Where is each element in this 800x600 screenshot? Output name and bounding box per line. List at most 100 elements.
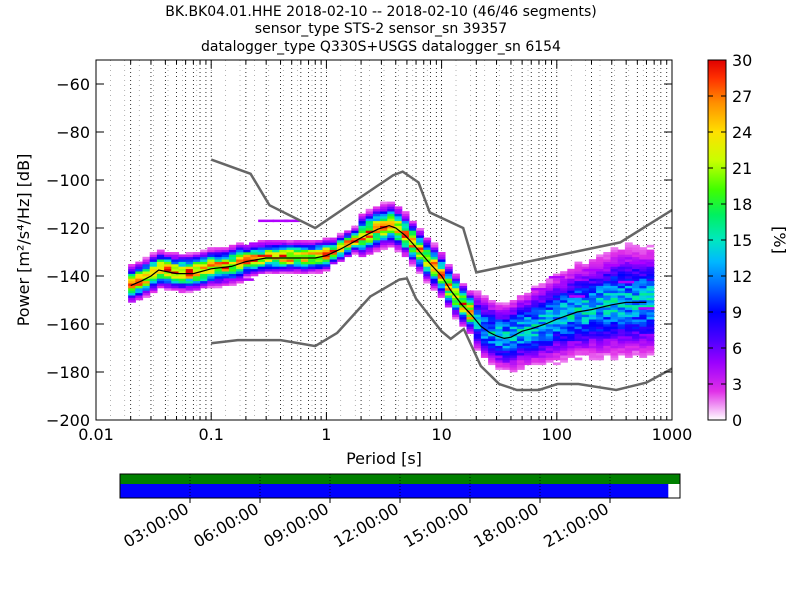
heatmap-cell	[617, 271, 626, 274]
heatmap-cell	[315, 244, 324, 248]
heatmap-cell	[365, 252, 374, 255]
heatmap-cell	[545, 326, 554, 330]
heatmap-cell	[416, 235, 424, 238]
heatmap-cell	[300, 240, 309, 243]
heatmap-cell	[185, 264, 194, 267]
heatmap-cell	[272, 271, 280, 274]
heatmap-cell	[574, 312, 583, 315]
heatmap-cell	[250, 244, 259, 248]
heatmap-cell	[596, 254, 604, 258]
heatmap-cell	[545, 336, 554, 339]
heatmap-cell	[567, 273, 576, 277]
heatmap-cell	[495, 345, 504, 349]
heatmap-cell	[639, 352, 648, 356]
heatmap-cell	[588, 352, 597, 356]
heatmap-cell	[552, 340, 561, 344]
heatmap-cell	[596, 348, 604, 351]
heatmap-cell	[394, 225, 403, 229]
heatmap-cell	[574, 261, 583, 265]
heatmap-cell	[214, 259, 223, 262]
heatmap-cell	[617, 312, 626, 315]
heatmap-cell	[466, 326, 475, 330]
heatmap-cell	[488, 336, 496, 339]
heatmap-cell	[300, 266, 309, 270]
heatmap-cell	[430, 256, 439, 260]
heatmap-cell	[423, 252, 432, 255]
heatmap-cell	[480, 343, 489, 346]
heatmap-cell	[495, 302, 504, 306]
heatmap-cell	[581, 285, 590, 289]
heatmap-cell	[192, 278, 201, 282]
heatmap-cell	[228, 261, 237, 265]
heatmap-cell	[322, 242, 331, 246]
heatmap-cell	[228, 273, 237, 277]
heatmap-cell	[250, 273, 259, 277]
timeline-tick-label: 21:00:00	[540, 499, 612, 551]
heatmap-cell	[387, 216, 396, 219]
heatmap-cell	[603, 350, 612, 354]
heatmap-cell	[365, 247, 374, 250]
heatmap-cell	[588, 333, 597, 337]
heatmap-cell	[545, 343, 554, 346]
heatmap-cell	[293, 247, 302, 250]
heatmap-cell	[603, 348, 612, 351]
heatmap-cell	[509, 369, 518, 373]
heatmap-cell	[509, 367, 518, 370]
heatmap-cell	[574, 285, 583, 289]
heatmap-cell	[171, 285, 180, 289]
heatmap-cell	[509, 362, 518, 366]
heatmap-cell	[430, 276, 439, 279]
heatmap-cell	[581, 278, 590, 282]
heatmap-cell	[437, 252, 446, 255]
heatmap-cell	[581, 283, 590, 286]
heatmap-cell	[473, 302, 482, 306]
heatmap-cell	[394, 206, 403, 210]
heatmap-cell	[408, 252, 417, 255]
timeline-tick-label: 15:00:00	[400, 499, 472, 551]
heatmap-cell	[300, 271, 309, 274]
heatmap-cell	[538, 331, 547, 334]
heatmap-cell	[545, 348, 554, 351]
heatmap-cell	[473, 297, 482, 301]
heatmap-cell	[480, 336, 489, 339]
heatmap-cell	[128, 271, 136, 274]
heatmap-cell	[315, 264, 324, 267]
heatmap-cell	[502, 362, 511, 366]
heatmap-cell	[603, 328, 612, 332]
title-line-1: BK.BK04.01.HHE 2018-02-10 -- 2018-02-10 …	[165, 4, 597, 20]
heatmap-cell	[632, 276, 640, 279]
heatmap-cell	[610, 261, 619, 265]
heatmap-cell	[545, 316, 554, 320]
heatmap-cell	[459, 321, 468, 325]
heatmap-cell	[401, 232, 410, 236]
heatmap-cell	[624, 283, 633, 286]
heatmap-cell	[149, 280, 158, 284]
y-tick-label: −100	[46, 171, 90, 190]
heatmap-cell	[257, 259, 266, 262]
heatmap-cell	[509, 331, 518, 334]
heatmap-cell	[588, 271, 597, 274]
heatmap-cell	[214, 254, 223, 258]
heatmap-cell	[560, 352, 568, 356]
heatmap-cell	[552, 355, 561, 358]
heatmap-cell	[567, 300, 576, 303]
heatmap-cell	[365, 237, 374, 241]
heatmap-cell	[488, 350, 496, 354]
heatmap-cell	[293, 264, 302, 267]
heatmap-cell	[639, 350, 648, 354]
heatmap-cell	[588, 336, 597, 339]
heatmap-cell	[207, 249, 216, 253]
heatmap-cell	[629, 261, 646, 265]
heatmap-cell	[408, 225, 417, 229]
heatmap-cell	[632, 348, 640, 351]
y-tick-label: −200	[46, 411, 90, 430]
heatmap-cell	[588, 295, 597, 298]
heatmap-cell	[538, 283, 547, 286]
heatmap-cell	[603, 288, 612, 291]
heatmap-cell	[552, 345, 561, 349]
heatmap-cell	[495, 304, 504, 308]
heatmap-cell	[293, 254, 302, 258]
heatmap-cell	[545, 338, 554, 342]
heatmap-cell	[459, 319, 468, 322]
axis-ticks: 0.01 0.1 1 10 100 1000−200−180−160−140−120−10…	[46, 60, 692, 444]
